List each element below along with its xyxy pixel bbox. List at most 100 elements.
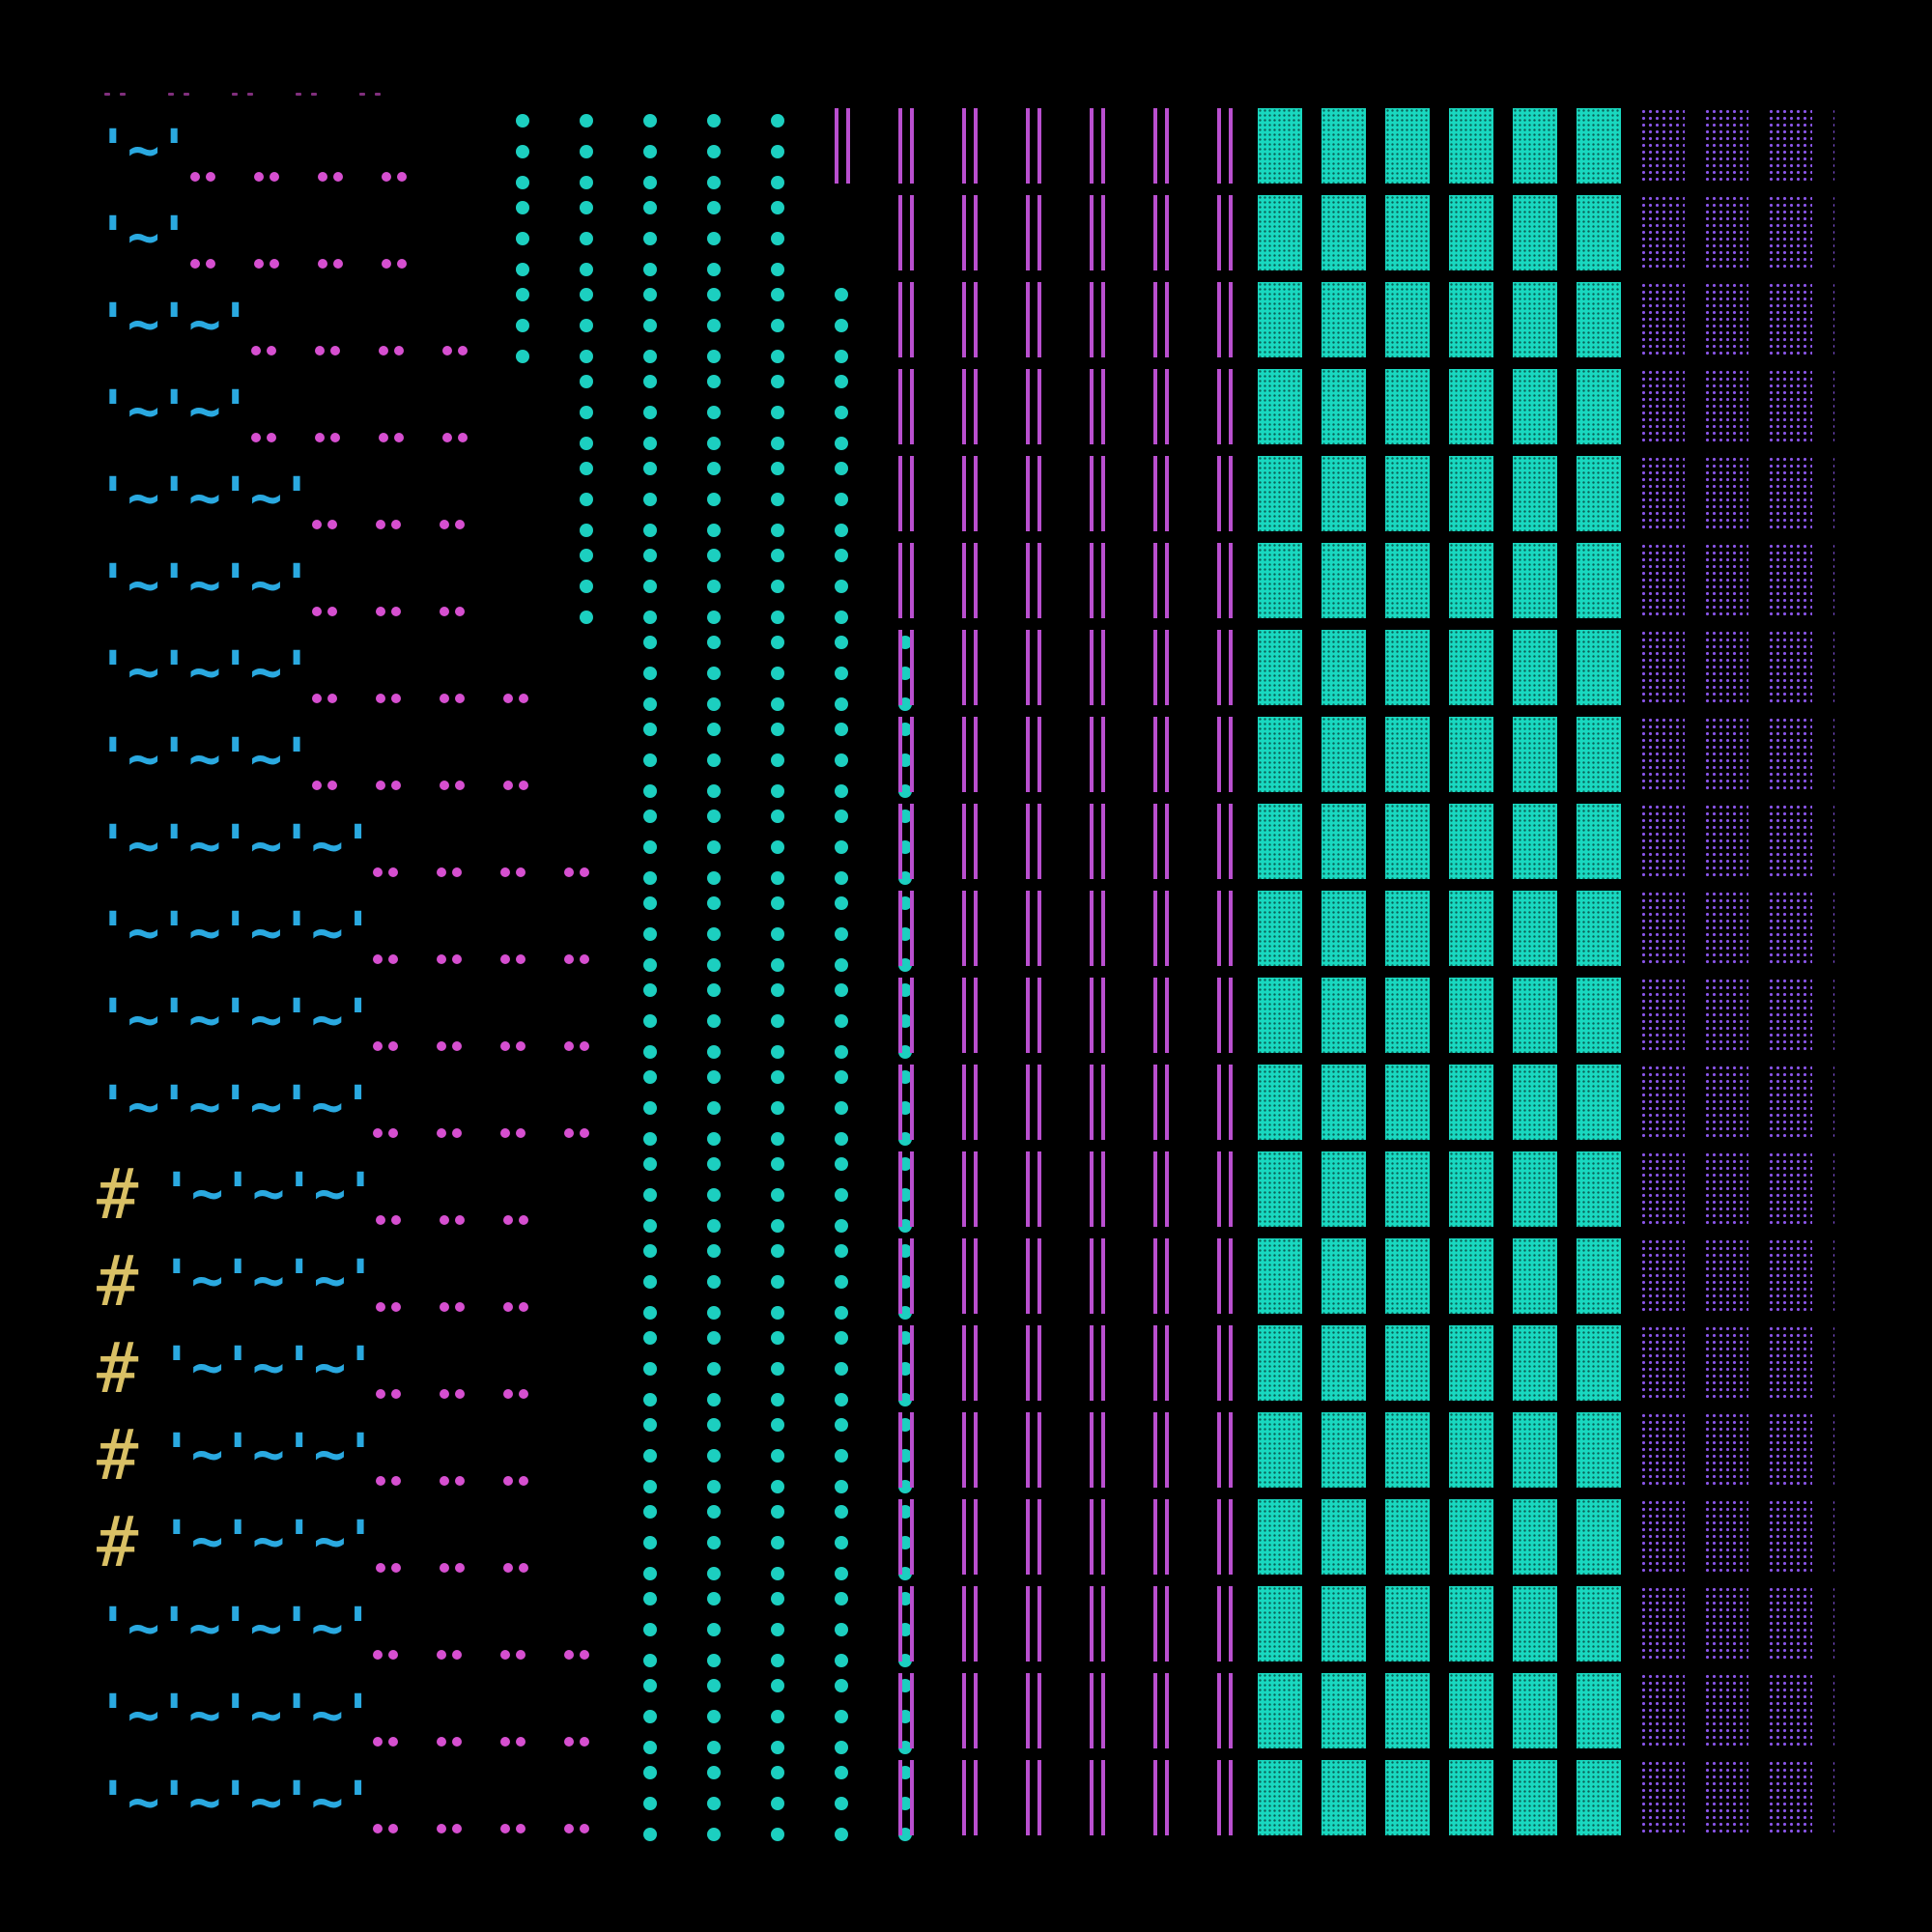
- magenta-bar: [1217, 369, 1221, 444]
- teal-dot: [580, 462, 593, 475]
- pink-dot: [372, 1824, 383, 1833]
- teal-dense-block: [1385, 195, 1430, 270]
- magenta-bar: [1153, 1325, 1157, 1401]
- teal-dot: [707, 350, 721, 363]
- teal-dense-block: [1321, 717, 1366, 792]
- magenta-bar: [1026, 1238, 1030, 1314]
- violet-sparse-block: [1768, 1412, 1812, 1488]
- teal-dot: [835, 784, 848, 798]
- magenta-bar: [1101, 1325, 1105, 1401]
- magenta-bar: [1037, 195, 1041, 270]
- pink-dot: [499, 1041, 510, 1051]
- teal-dot: [771, 753, 784, 767]
- magenta-bar: [910, 108, 914, 184]
- pink-dot: [454, 607, 465, 616]
- teal-dense-block: [1513, 1412, 1557, 1488]
- ascii-row: # '~'~'~': [0, 1151, 1932, 1238]
- magenta-bar: [1026, 282, 1030, 357]
- teal-dot: [835, 1766, 848, 1779]
- teal-dot: [707, 1654, 721, 1667]
- teal-dot: [771, 1536, 784, 1549]
- pink-fragment: [232, 93, 238, 96]
- magenta-bar: [910, 804, 914, 879]
- magenta-bar: [1101, 195, 1105, 270]
- teal-dot: [643, 1393, 657, 1406]
- teal-dot: [707, 1244, 721, 1258]
- teal-dot: [771, 1101, 784, 1115]
- pink-dot: [311, 694, 322, 703]
- teal-dot: [771, 263, 784, 276]
- teal-dot: [835, 810, 848, 823]
- violet-sparse-block: [1768, 1760, 1812, 1835]
- pink-dot: [375, 607, 385, 616]
- pink-dot: [515, 1737, 526, 1747]
- teal-dot: [643, 753, 657, 767]
- pink-dot: [441, 433, 452, 442]
- pink-dot: [390, 1476, 401, 1486]
- pink-dot: [454, 1389, 465, 1399]
- hash-glyph: #: [97, 1414, 139, 1495]
- teal-dense-block: [1513, 717, 1557, 792]
- teal-dot: [771, 1014, 784, 1028]
- magenta-bar: [1026, 1151, 1030, 1227]
- pink-dot: [390, 694, 401, 703]
- teal-dot: [707, 697, 721, 711]
- teal-dot: [580, 549, 593, 562]
- magenta-bar: [1229, 195, 1233, 270]
- magenta-bar: [910, 1151, 914, 1227]
- magenta-bar: [898, 630, 902, 705]
- magenta-bar: [1090, 543, 1094, 618]
- teal-dot: [835, 983, 848, 997]
- teal-dot: [771, 437, 784, 450]
- teal-dense-block: [1513, 1499, 1557, 1575]
- violet-sparse-block: [1704, 1499, 1748, 1575]
- pink-dot: [454, 1563, 465, 1573]
- tilde-chain: '~'~'~'~': [97, 1597, 374, 1660]
- pink-dot: [375, 694, 385, 703]
- teal-dot: [835, 1393, 848, 1406]
- pink-dot: [439, 520, 449, 529]
- teal-dot: [835, 350, 848, 363]
- teal-dot: [643, 1070, 657, 1084]
- violet-sparse-block: [1704, 1586, 1748, 1662]
- teal-dense-block: [1513, 1065, 1557, 1140]
- pink-dot: [579, 1041, 589, 1051]
- violet-sparse-block: [1704, 717, 1748, 792]
- teal-dot: [835, 1014, 848, 1028]
- violet-sparse-block: [1768, 543, 1812, 618]
- pink-dot: [329, 433, 340, 442]
- teal-dot: [835, 1275, 848, 1289]
- magenta-bar: [1026, 804, 1030, 879]
- teal-dense-block: [1577, 891, 1621, 966]
- teal-dot: [835, 927, 848, 941]
- teal-dot: [707, 524, 721, 537]
- teal-dot: [643, 580, 657, 593]
- magenta-bar: [1217, 891, 1221, 966]
- magenta-bar: [1090, 1586, 1094, 1662]
- magenta-bar: [898, 1499, 902, 1575]
- teal-dense-block: [1449, 1412, 1493, 1488]
- magenta-bar: [1153, 1760, 1157, 1835]
- pink-dot: [451, 867, 462, 877]
- teal-dot: [643, 1567, 657, 1580]
- pink-dot: [311, 607, 322, 616]
- magenta-bar: [1026, 369, 1030, 444]
- magenta-bar: [962, 1151, 966, 1227]
- pink-dot: [317, 172, 327, 182]
- pink-dot: [515, 1128, 526, 1138]
- teal-dense-block: [1321, 543, 1366, 618]
- magenta-bar: [1101, 891, 1105, 966]
- teal-dot: [707, 1045, 721, 1059]
- magenta-bar: [1037, 891, 1041, 966]
- magenta-bar: [1153, 543, 1157, 618]
- violet-edge-sliver: [1832, 978, 1834, 1053]
- pink-dot: [387, 1041, 398, 1051]
- teal-dot: [643, 983, 657, 997]
- teal-dot: [643, 927, 657, 941]
- magenta-bar: [1026, 456, 1030, 531]
- teal-dense-block: [1449, 543, 1493, 618]
- pink-dot: [454, 1476, 465, 1486]
- teal-dot: [835, 1306, 848, 1320]
- magenta-bar: [1229, 1673, 1233, 1748]
- teal-dot: [580, 232, 593, 245]
